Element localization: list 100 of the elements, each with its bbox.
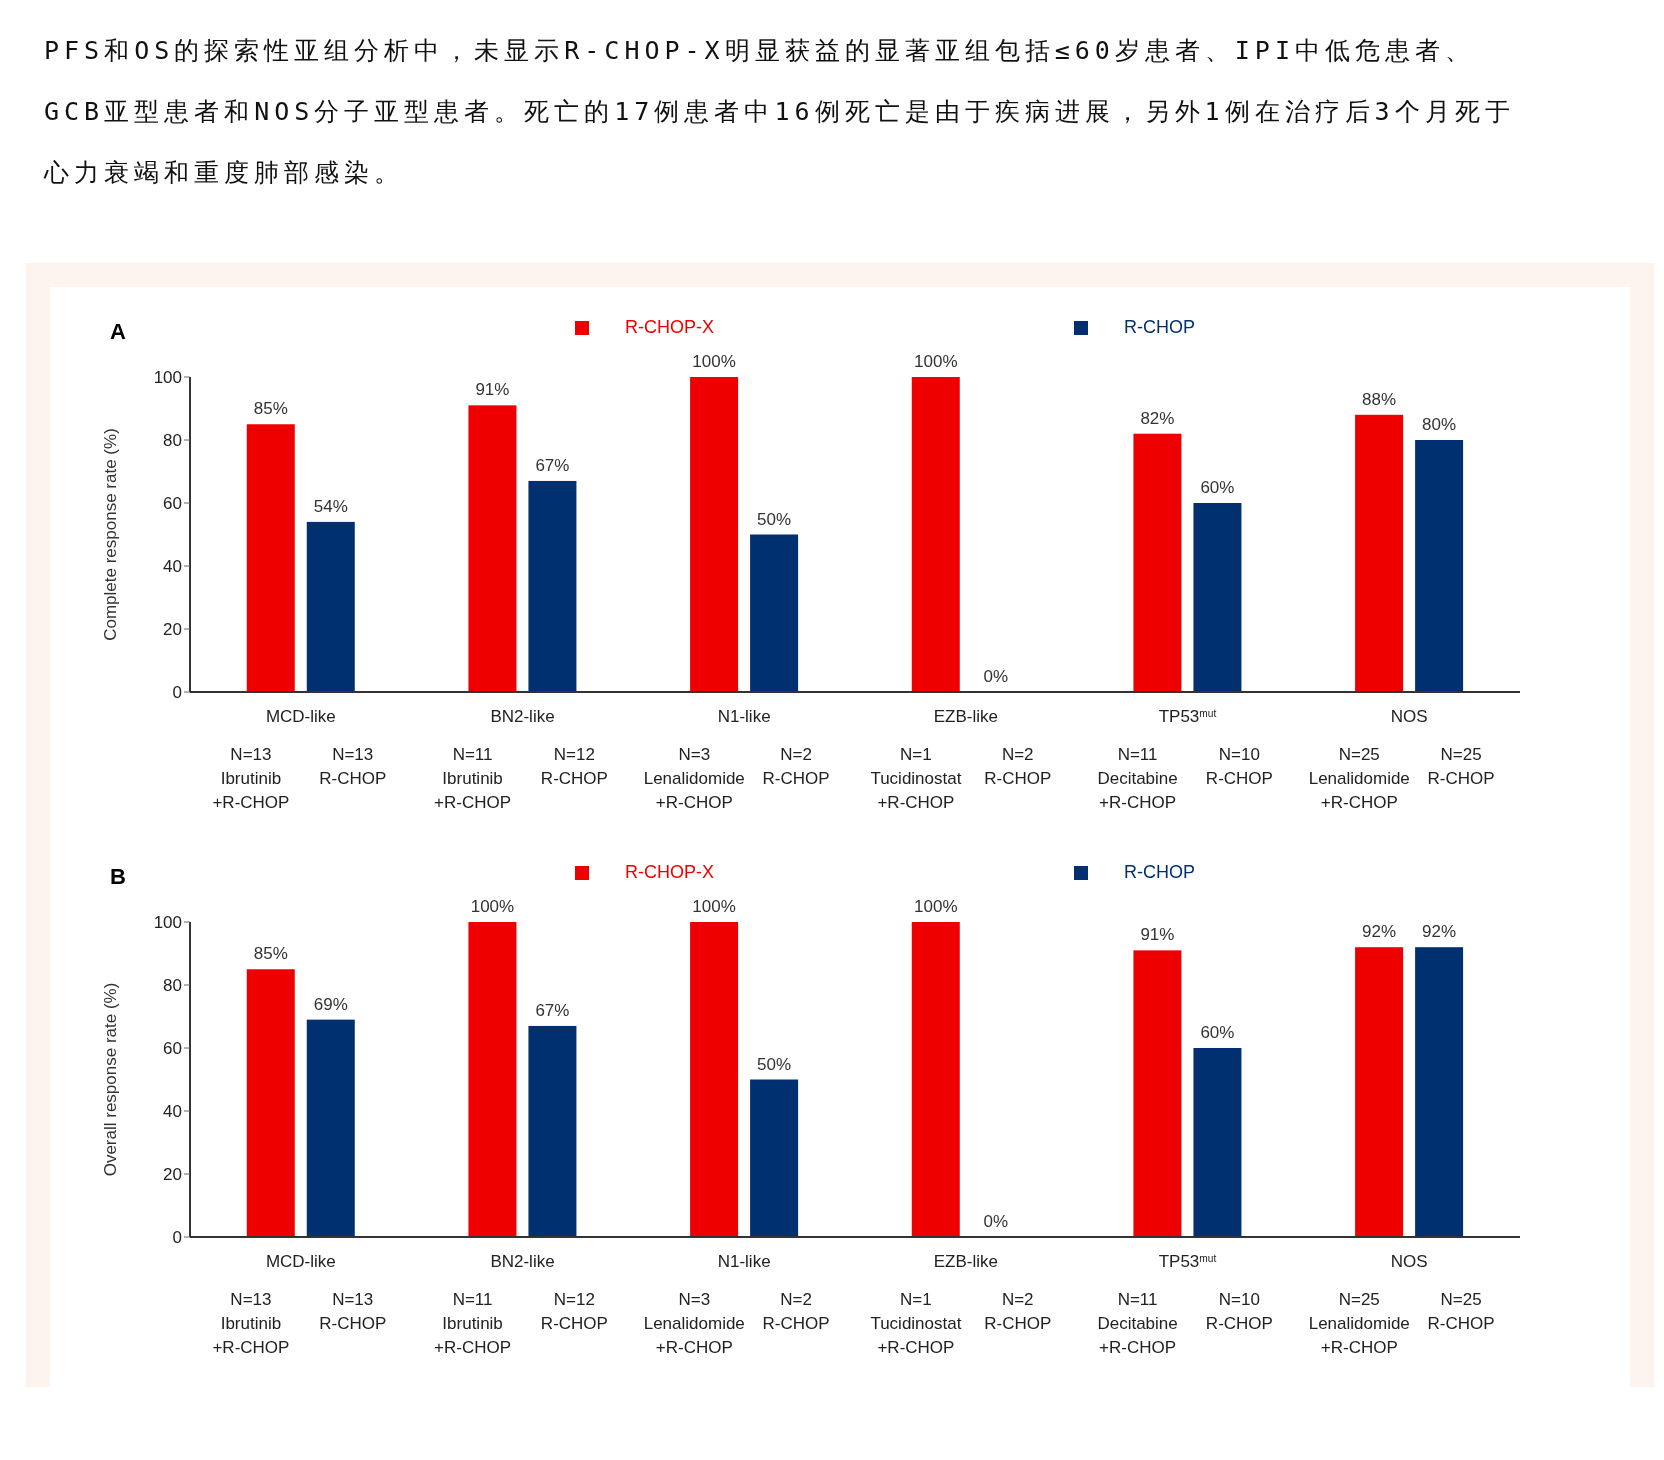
data-label: 50% — [757, 509, 792, 529]
data-label: 100% — [914, 352, 958, 371]
text: N=13 Ibrutinib +R-CHOP — [212, 745, 290, 812]
data-label: 50% — [757, 1054, 792, 1074]
data-label: 60% — [1200, 1023, 1235, 1042]
text: N=11 Ibrutinib +R-CHOP — [434, 1290, 512, 1357]
chart-title: A — [110, 319, 126, 345]
bar — [1133, 433, 1182, 692]
y-tick-label: 80 — [163, 976, 182, 996]
y-tick-label: 100 — [153, 913, 182, 933]
data-label: 100% — [692, 352, 736, 371]
text: N=2 R-CHOP — [762, 745, 830, 788]
legend-label: R-CHOP-X — [624, 862, 714, 883]
text: N=13 R-CHOP — [319, 1290, 387, 1333]
text: N=3 Lenalidomide +R-CHOP — [643, 745, 745, 812]
x-tick-label: TP53$^{mut}$ — [1158, 707, 1217, 726]
bar — [750, 1079, 799, 1237]
y-tick-label: 100 — [153, 368, 182, 388]
text: N=10 R-CHOP — [1205, 1290, 1273, 1333]
data-label: 60% — [1200, 478, 1235, 497]
data-label: 91% — [1140, 925, 1175, 945]
x-tick-label: N1-like — [717, 707, 771, 726]
bar — [911, 922, 960, 1237]
data-label: 92% — [1362, 922, 1397, 942]
bar — [1355, 414, 1404, 692]
text: N=10 R-CHOP — [1205, 745, 1273, 788]
x-tick-label: EZB-like — [933, 707, 998, 726]
bar — [1133, 950, 1182, 1237]
data-label: 91% — [475, 380, 510, 400]
y-tick-label: 60 — [163, 494, 182, 514]
data-label: 92% — [1422, 922, 1457, 942]
bar — [1193, 1048, 1242, 1237]
bar — [690, 377, 739, 692]
text: N=3 Lenalidomide +R-CHOP — [643, 1290, 745, 1357]
bar — [468, 405, 517, 692]
y-axis-title: Complete response rate (%) — [101, 428, 121, 641]
text: N=25 Lenalidomide +R-CHOP — [1308, 745, 1410, 812]
data-label: 0% — [983, 667, 1009, 686]
text: N=1 Tucidinostat +R-CHOP — [870, 745, 962, 812]
y-tick-label: 0 — [172, 1228, 182, 1248]
x-tick-label: MCD-like — [265, 1252, 336, 1271]
y-axis-title: Overall response rate (%) — [101, 982, 121, 1177]
text: N=2 R-CHOP — [984, 745, 1052, 788]
x-tick-label: N1-like — [717, 1252, 771, 1271]
y-tick-label: 20 — [163, 1165, 182, 1185]
text: N=13 R-CHOP — [319, 745, 387, 788]
x-tick-label: BN2-like — [490, 1252, 555, 1271]
text: PFS和OS的探索性亚组分析中，未显示R-CHOP-X明显获益的显著亚组包括≤60岁患者、IPI中低危患者、GCB亚型患者和NOS分子亚型患者。死亡的17例患者中16例死亡是由于疾病进展，另外1例在治疗后3个月死于心力衰竭和重度肺部感染。 — [44, 36, 1515, 187]
data-label: 85% — [253, 944, 288, 964]
y-tick-label: 40 — [163, 557, 182, 577]
x-tick-label: NOS — [1390, 707, 1428, 726]
data-label: 88% — [1362, 389, 1397, 409]
text: N=25 R-CHOP — [1427, 1290, 1495, 1333]
bar — [306, 1019, 355, 1237]
bar — [246, 424, 295, 692]
y-tick-label: 40 — [163, 1102, 182, 1122]
text: N=2 R-CHOP — [762, 1290, 830, 1333]
bar — [528, 480, 577, 692]
text: N=25 R-CHOP — [1427, 745, 1495, 788]
bar — [468, 922, 517, 1237]
bar — [528, 1025, 577, 1237]
legend-label: R-CHOP — [1123, 862, 1195, 883]
y-tick-label: 20 — [163, 620, 182, 640]
data-label: 0% — [983, 1212, 1009, 1231]
data-label: 82% — [1140, 408, 1175, 428]
text: N=2 R-CHOP — [984, 1290, 1052, 1333]
text: N=11 Decitabine +R-CHOP — [1097, 745, 1178, 812]
data-label: 54% — [313, 496, 348, 516]
x-tick-label: TP53$^{mut}$ — [1158, 1252, 1217, 1271]
y-tick-label: 0 — [172, 683, 182, 703]
chart-title: B — [110, 864, 126, 890]
text: N=12 R-CHOP — [540, 1290, 608, 1333]
data-label: 100% — [470, 897, 515, 916]
y-tick-label: 60 — [163, 1039, 182, 1059]
data-label: 100% — [692, 897, 736, 916]
bar — [750, 534, 799, 692]
x-tick-label: NOS — [1390, 1252, 1428, 1271]
data-label: 80% — [1422, 415, 1457, 434]
data-label: 100% — [914, 897, 958, 916]
text: N=12 R-CHOP — [540, 745, 608, 788]
data-label: 67% — [535, 1000, 570, 1020]
data-label: 85% — [253, 399, 288, 419]
text: N=11 Ibrutinib +R-CHOP — [434, 745, 512, 812]
bar — [246, 969, 295, 1237]
legend-label: R-CHOP-X — [624, 317, 714, 338]
y-tick-label: 80 — [163, 431, 182, 451]
x-tick-label: EZB-like — [933, 1252, 998, 1271]
bar — [1193, 503, 1242, 692]
bar — [1415, 947, 1464, 1237]
text: N=1 Tucidinostat +R-CHOP — [870, 1290, 962, 1357]
text: N=25 Lenalidomide +R-CHOP — [1308, 1290, 1410, 1357]
legend-label: R-CHOP — [1123, 317, 1195, 338]
bar — [306, 521, 355, 692]
data-label: 67% — [535, 455, 570, 475]
text: N=13 Ibrutinib +R-CHOP — [212, 1290, 290, 1357]
x-tick-label: MCD-like — [265, 707, 336, 726]
bar — [1355, 947, 1404, 1237]
text: N=11 Decitabine +R-CHOP — [1097, 1290, 1178, 1357]
bar — [1415, 440, 1464, 692]
bar — [690, 922, 739, 1237]
